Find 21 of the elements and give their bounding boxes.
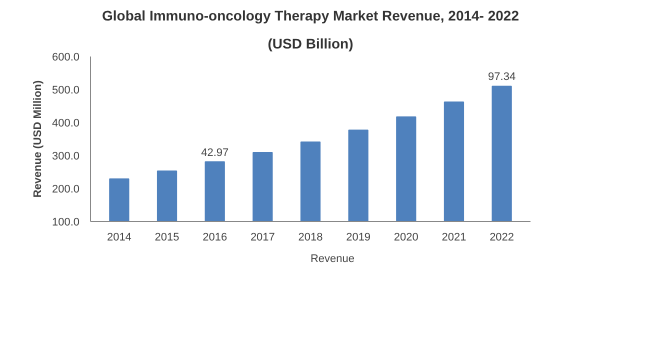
y-tick-label: 500.0 [52,84,80,96]
annotation: 97.34 [488,71,516,84]
y-axis-title: Revenue (USD Million) [32,80,44,198]
x-tick-label: 2020 [394,232,418,244]
x-tick-label: 2015 [154,232,180,244]
y-tick-label: 400.0 [52,118,80,130]
annotation: 42.97 [201,146,229,159]
chart-subtitle: (USD Billion) [268,36,354,52]
x-tick-label: 2022 [490,232,514,244]
x-tick-label: 2021 [442,232,466,244]
y-tick-label: 100.0 [52,216,80,228]
y-tick-label: 200.0 [52,184,80,196]
x-tick-label: 2019 [346,232,371,244]
y-tick-label: 600.0 [52,52,80,64]
y-tick-label: 300.0 [52,150,80,162]
x-tick-label: 2014 [106,232,132,244]
x-tick-label: 2018 [298,232,323,244]
text: Revenue [310,253,355,265]
chart-title: Global Immuno-oncology Therapy Market Revenue, 2014- 2022 [102,8,520,24]
x-tick-label: 2017 [250,232,275,244]
x-tick-label: 2016 [202,232,228,244]
